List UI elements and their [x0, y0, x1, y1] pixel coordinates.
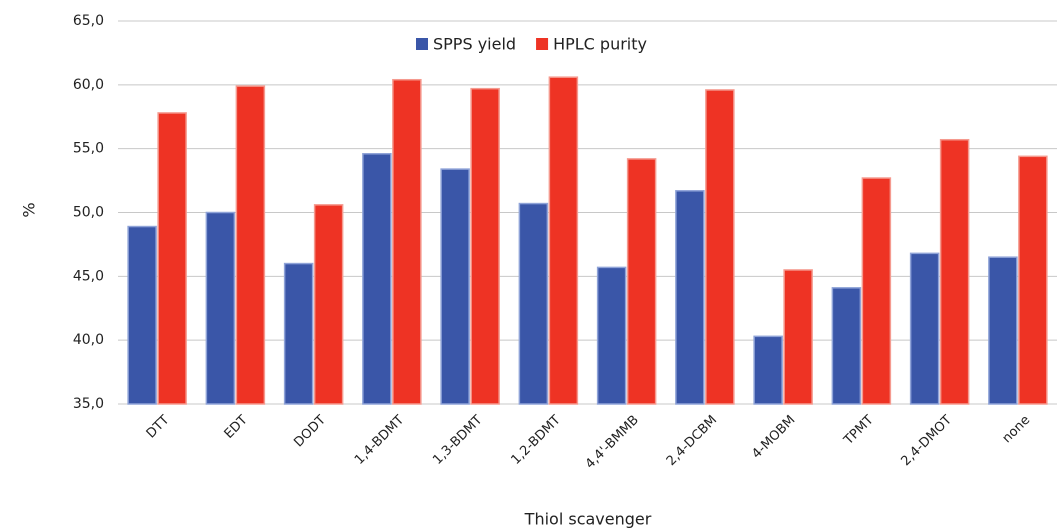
y-axis-label: %	[20, 202, 39, 217]
bar	[392, 78, 422, 405]
bar	[626, 158, 657, 405]
legend-label: SPPS yield	[433, 35, 516, 54]
x-tick-label: 1,3-BDMT	[430, 413, 485, 468]
bar	[205, 211, 236, 405]
x-tick-label: 4,4'-BMMB	[583, 413, 642, 472]
bar	[939, 138, 970, 405]
legend-swatch	[536, 38, 549, 50]
legend-swatch	[416, 38, 428, 50]
bar	[157, 112, 187, 405]
x-tick-label: DTT	[144, 413, 173, 442]
bar	[518, 202, 549, 405]
x-tick-label: 1,2-BDMT	[509, 413, 564, 468]
bar	[988, 256, 1018, 405]
bar	[831, 287, 862, 405]
bar	[861, 177, 892, 405]
y-tick-label: 55,0	[73, 141, 104, 157]
x-tick-label: 4-MOBM	[749, 413, 798, 462]
y-tick-label: 45,0	[73, 268, 104, 284]
bar	[1018, 155, 1048, 405]
x-tick-label: EDT	[222, 413, 251, 442]
x-tick-label: none	[1000, 413, 1034, 447]
y-tick-label: 60,0	[73, 77, 104, 93]
legend-label: HPLC purity	[553, 35, 647, 54]
bar	[470, 87, 500, 405]
bar	[313, 204, 344, 405]
y-tick-label: 40,0	[73, 332, 104, 348]
y-tick-label: 65,0	[73, 13, 104, 29]
bar	[783, 269, 813, 405]
bar	[362, 153, 392, 405]
x-tick-label: 2,4-DMOT	[899, 413, 955, 469]
bar	[548, 76, 579, 405]
bar	[440, 168, 470, 405]
x-tick-label: DODT	[291, 413, 329, 451]
x-tick-label: 1,4-BDMT	[352, 413, 407, 468]
bar	[283, 262, 314, 405]
y-tick-label: 50,0	[73, 205, 104, 221]
bar	[675, 190, 705, 405]
bar	[235, 85, 266, 405]
bar	[909, 252, 940, 405]
bar	[127, 225, 157, 405]
y-tick-label: 35,0	[73, 396, 104, 412]
bar	[596, 266, 627, 405]
x-tick-label: TPMT	[841, 413, 877, 449]
x-axis-label: Thiol scavenger	[524, 510, 652, 529]
x-tick-label: 2,4-DCBM	[664, 413, 720, 469]
bar	[705, 89, 735, 405]
bar	[753, 335, 783, 405]
